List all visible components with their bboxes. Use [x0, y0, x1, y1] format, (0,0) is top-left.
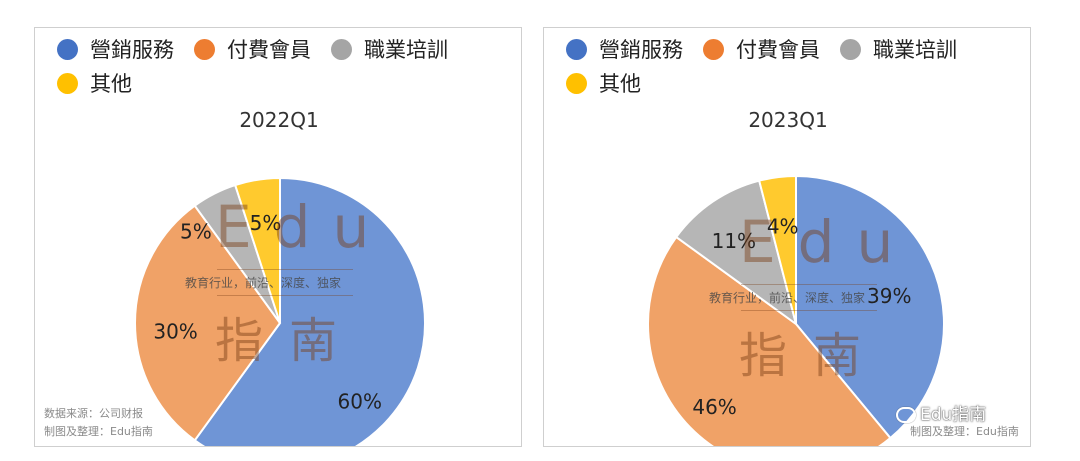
account-name: Edu指南 [920, 405, 987, 425]
chart-title: 2022Q1 [239, 108, 319, 132]
data-label: 39% [867, 284, 911, 308]
source-line: 数据来源：公司财报 [44, 407, 143, 420]
legend-row: 營銷服務 付費會員 職業培訓 [57, 32, 521, 66]
legend-label: 職業培訓 [873, 38, 957, 62]
chart-panel-2022q1: 營銷服務 付費會員 職業培訓 其他 2022Q1 60% 30% 5% 5% Edu … [34, 27, 522, 447]
legend: 營銷服務 付費會員 職業培訓 其他 [57, 32, 521, 100]
legend-swatch [840, 38, 861, 60]
legend-item-training: 職業培訓 [331, 34, 448, 64]
chat-bubble-icon [896, 407, 916, 423]
legend-item-other: 其他 [57, 68, 132, 98]
legend-label: 營銷服務 [90, 38, 174, 62]
data-label: 5% [250, 211, 282, 235]
chart-panel-2023q1: 營銷服務 付費會員 職業培訓 其他 2023Q1 39% 46% 11% 4% Edu… [543, 27, 1031, 447]
data-label: 30% [153, 320, 197, 344]
data-label: 5% [180, 220, 212, 244]
source-note: 制图及整理：Edu指南 [910, 423, 1019, 441]
account-badge: Edu指南 [896, 400, 986, 425]
slice-marketing [795, 174, 945, 440]
legend-swatch [57, 72, 78, 94]
legend-label: 付費會員 [736, 38, 820, 62]
slice-other [233, 176, 281, 324]
slice-training [674, 179, 798, 327]
legend-swatch [703, 38, 724, 60]
legend-item-membership: 付費會員 [703, 34, 820, 64]
legend-row: 其他 [566, 66, 1030, 100]
slice-marketing [193, 176, 426, 446]
legend-item-other: 其他 [566, 68, 641, 98]
pie-chart-2023q1: 39% 46% 11% 4% [647, 174, 945, 446]
slice-membership [134, 204, 282, 442]
legend-item-membership: 付費會員 [194, 34, 311, 64]
legend-row: 其他 [57, 66, 521, 100]
legend-label: 其他 [599, 72, 641, 96]
legend-item-training: 職業培訓 [840, 34, 957, 64]
chart-title: 2023Q1 [748, 108, 828, 132]
data-label: 46% [692, 395, 736, 419]
data-label: 60% [338, 389, 382, 413]
legend-label: 營銷服務 [599, 38, 683, 62]
legend-row: 營銷服務 付費會員 職業培訓 [566, 32, 1030, 66]
slice-membership [647, 235, 892, 446]
credit-line: 制图及整理：Edu指南 [910, 425, 1019, 438]
legend-swatch [566, 38, 587, 60]
legend-label: 付費會員 [227, 38, 311, 62]
legend-swatch [331, 38, 352, 60]
source-note: 数据来源：公司财报 制图及整理：Edu指南 [44, 405, 153, 441]
legend: 營銷服務 付費會員 職業培訓 其他 [566, 32, 1030, 100]
legend-swatch [57, 38, 78, 60]
legend-label: 其他 [90, 72, 132, 96]
slice-other [757, 174, 797, 325]
legend-swatch [194, 38, 215, 60]
data-label: 11% [712, 229, 756, 253]
legend-item-marketing: 營銷服務 [57, 34, 174, 64]
data-label: 4% [767, 214, 799, 238]
credit-line: 制图及整理：Edu指南 [44, 425, 153, 438]
legend-item-marketing: 營銷服務 [566, 34, 683, 64]
legend-label: 職業培訓 [364, 38, 448, 62]
pie-chart-2022q1: 60% 30% 5% 5% [134, 176, 426, 446]
legend-swatch [566, 72, 587, 94]
